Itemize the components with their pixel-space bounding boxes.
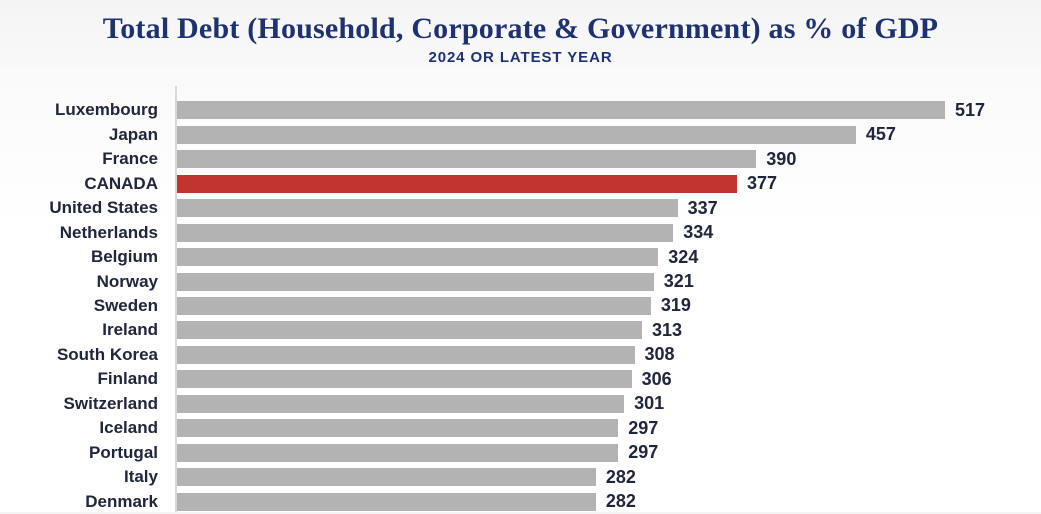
chart-row: CANADA 377 — [0, 171, 1041, 195]
value-label: 390 — [766, 148, 797, 169]
value-label: 337 — [687, 197, 718, 218]
value-label: 306 — [641, 368, 672, 389]
bar-track: 457 — [177, 124, 1041, 145]
bar-track: 337 — [177, 198, 1041, 219]
value-label: 457 — [865, 124, 896, 145]
bar — [177, 150, 757, 169]
value-label: 282 — [605, 466, 636, 487]
value-label: 334 — [683, 222, 714, 243]
bar-track: 390 — [177, 149, 1041, 170]
bar-track: 306 — [177, 369, 1041, 390]
value-label: 321 — [663, 271, 694, 292]
bar — [177, 419, 619, 438]
chart-row: Portugal 297 — [0, 441, 1041, 465]
chart-row: Ireland 313 — [0, 318, 1041, 342]
country-label: CANADA — [84, 173, 158, 193]
country-label: Sweden — [93, 295, 158, 315]
country-label: Portugal — [89, 442, 158, 462]
country-label: Switzerland — [63, 393, 158, 413]
bar — [177, 223, 674, 242]
value-label: 282 — [605, 491, 636, 512]
value-label: 308 — [644, 344, 675, 365]
bar — [177, 272, 654, 291]
country-label: Finland — [97, 369, 158, 389]
country-label: Belgium — [90, 247, 158, 267]
chart-subtitle: 2024 OR LATEST YEAR — [428, 49, 613, 66]
value-label: 313 — [652, 319, 683, 340]
bar — [177, 394, 625, 413]
chart-row: Luxembourg 517 — [0, 98, 1041, 122]
chart-rows: Luxembourg 517 Japan 457 France 390 CANADA 377 U… — [0, 98, 1041, 514]
bar — [177, 296, 651, 315]
country-label: Norway — [96, 271, 158, 291]
bar — [177, 345, 635, 364]
bar-track: 301 — [177, 393, 1041, 414]
chart-row: Netherlands 334 — [0, 220, 1041, 244]
bar — [177, 468, 596, 487]
country-label: Italy — [123, 467, 158, 487]
chart-row: Italy 282 — [0, 465, 1041, 489]
chart-title: Total Debt (Household, Corporate & Gover… — [102, 12, 939, 45]
country-label: Japan — [108, 124, 158, 144]
bar-track: 319 — [177, 295, 1041, 316]
chart-row: United States 337 — [0, 196, 1041, 220]
bar-track: 517 — [177, 100, 1041, 121]
bar-track: 313 — [177, 320, 1041, 341]
value-label: 517 — [955, 99, 986, 120]
chart-row: Switzerland 301 — [0, 392, 1041, 416]
bar-track: 282 — [177, 467, 1041, 488]
chart-row: Iceland 297 — [0, 416, 1041, 440]
bar-track: 297 — [177, 418, 1041, 439]
chart-row: South Korea 308 — [0, 343, 1041, 367]
bar — [177, 101, 945, 120]
bar — [177, 248, 659, 267]
value-label: 297 — [628, 417, 659, 438]
country-label: Ireland — [102, 320, 158, 340]
bar-highlighted — [177, 174, 737, 193]
bar — [177, 199, 678, 218]
bar — [177, 321, 642, 340]
y-axis-line — [175, 86, 177, 512]
bar-track: 321 — [177, 271, 1041, 292]
chart-row: Sweden 319 — [0, 294, 1041, 318]
value-label: 377 — [747, 173, 778, 194]
bar — [177, 125, 856, 144]
bar-chart: Luxembourg 517 Japan 457 France 390 CANADA 377 U… — [0, 86, 1041, 512]
country-label: France — [102, 149, 158, 169]
value-label: 324 — [668, 246, 699, 267]
bar — [177, 492, 596, 511]
country-label: South Korea — [56, 344, 158, 364]
chart-row: Norway 321 — [0, 269, 1041, 293]
country-label: Netherlands — [59, 222, 158, 242]
chart-row: France 390 — [0, 147, 1041, 171]
chart-row: Denmark 282 — [0, 490, 1041, 514]
bar — [177, 370, 632, 389]
bar-track: 282 — [177, 491, 1041, 512]
bar-track: 334 — [177, 222, 1041, 243]
chart-row: Belgium 324 — [0, 245, 1041, 269]
bar-track: 297 — [177, 442, 1041, 463]
chart-row: Finland 306 — [0, 367, 1041, 391]
bar-track: 377 — [177, 173, 1041, 194]
country-label: United States — [49, 198, 158, 218]
country-label: Iceland — [99, 418, 158, 438]
value-label: 301 — [634, 393, 665, 414]
country-label: Denmark — [85, 491, 158, 511]
bar — [177, 443, 619, 462]
value-label: 297 — [628, 442, 659, 463]
value-label: 319 — [660, 295, 691, 316]
country-label: Luxembourg — [55, 100, 158, 120]
bar-track: 308 — [177, 344, 1041, 365]
chart-row: Japan 457 — [0, 122, 1041, 146]
bar-track: 324 — [177, 247, 1041, 268]
